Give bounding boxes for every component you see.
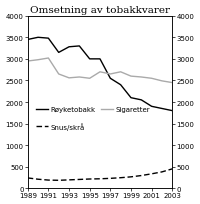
Snus/skrå xyxy=(119,177,122,179)
Røyketobakk xyxy=(99,58,101,61)
Røyketobakk xyxy=(119,84,122,86)
Sigaretter xyxy=(150,78,153,80)
Legend: Snus/skrå: Snus/skrå xyxy=(36,122,84,130)
Snus/skrå xyxy=(47,179,50,181)
Røyketobakk xyxy=(109,78,112,80)
Snus/skrå xyxy=(27,177,29,179)
Røyketobakk xyxy=(150,105,153,108)
Snus/skrå xyxy=(57,179,60,182)
Røyketobakk xyxy=(37,37,39,39)
Røyketobakk xyxy=(171,110,173,112)
Snus/skrå xyxy=(140,174,143,177)
Sigaretter xyxy=(78,76,81,79)
Line: Sigaretter: Sigaretter xyxy=(28,59,172,83)
Snus/skrå xyxy=(161,171,163,173)
Sigaretter xyxy=(47,58,50,60)
Sigaretter xyxy=(130,75,132,78)
Sigaretter xyxy=(68,77,70,80)
Snus/skrå xyxy=(68,179,70,181)
Snus/skrå xyxy=(150,173,153,175)
Snus/skrå xyxy=(37,178,39,181)
Sigaretter xyxy=(27,61,29,63)
Snus/skrå xyxy=(78,178,81,181)
Title: Omsetning av tobakkvarer: Omsetning av tobakkvarer xyxy=(30,6,170,14)
Røyketobakk xyxy=(47,38,50,40)
Snus/skrå xyxy=(109,177,112,180)
Sigaretter xyxy=(88,78,91,80)
Sigaretter xyxy=(171,82,173,84)
Røyketobakk xyxy=(161,108,163,110)
Sigaretter xyxy=(99,71,101,74)
Snus/skrå xyxy=(171,168,173,170)
Sigaretter xyxy=(109,73,112,76)
Snus/skrå xyxy=(88,178,91,180)
Snus/skrå xyxy=(130,176,132,178)
Line: Snus/skrå: Snus/skrå xyxy=(28,169,172,180)
Røyketobakk xyxy=(68,46,70,49)
Sigaretter xyxy=(57,73,60,76)
Røyketobakk xyxy=(27,39,29,41)
Røyketobakk xyxy=(88,58,91,61)
Røyketobakk xyxy=(130,97,132,99)
Sigaretter xyxy=(37,59,39,62)
Sigaretter xyxy=(161,80,163,83)
Snus/skrå xyxy=(99,178,101,180)
Sigaretter xyxy=(119,71,122,74)
Røyketobakk xyxy=(78,45,81,48)
Røyketobakk xyxy=(57,52,60,54)
Sigaretter xyxy=(140,76,143,79)
Røyketobakk xyxy=(140,99,143,102)
Line: Røyketobakk: Røyketobakk xyxy=(28,38,172,111)
